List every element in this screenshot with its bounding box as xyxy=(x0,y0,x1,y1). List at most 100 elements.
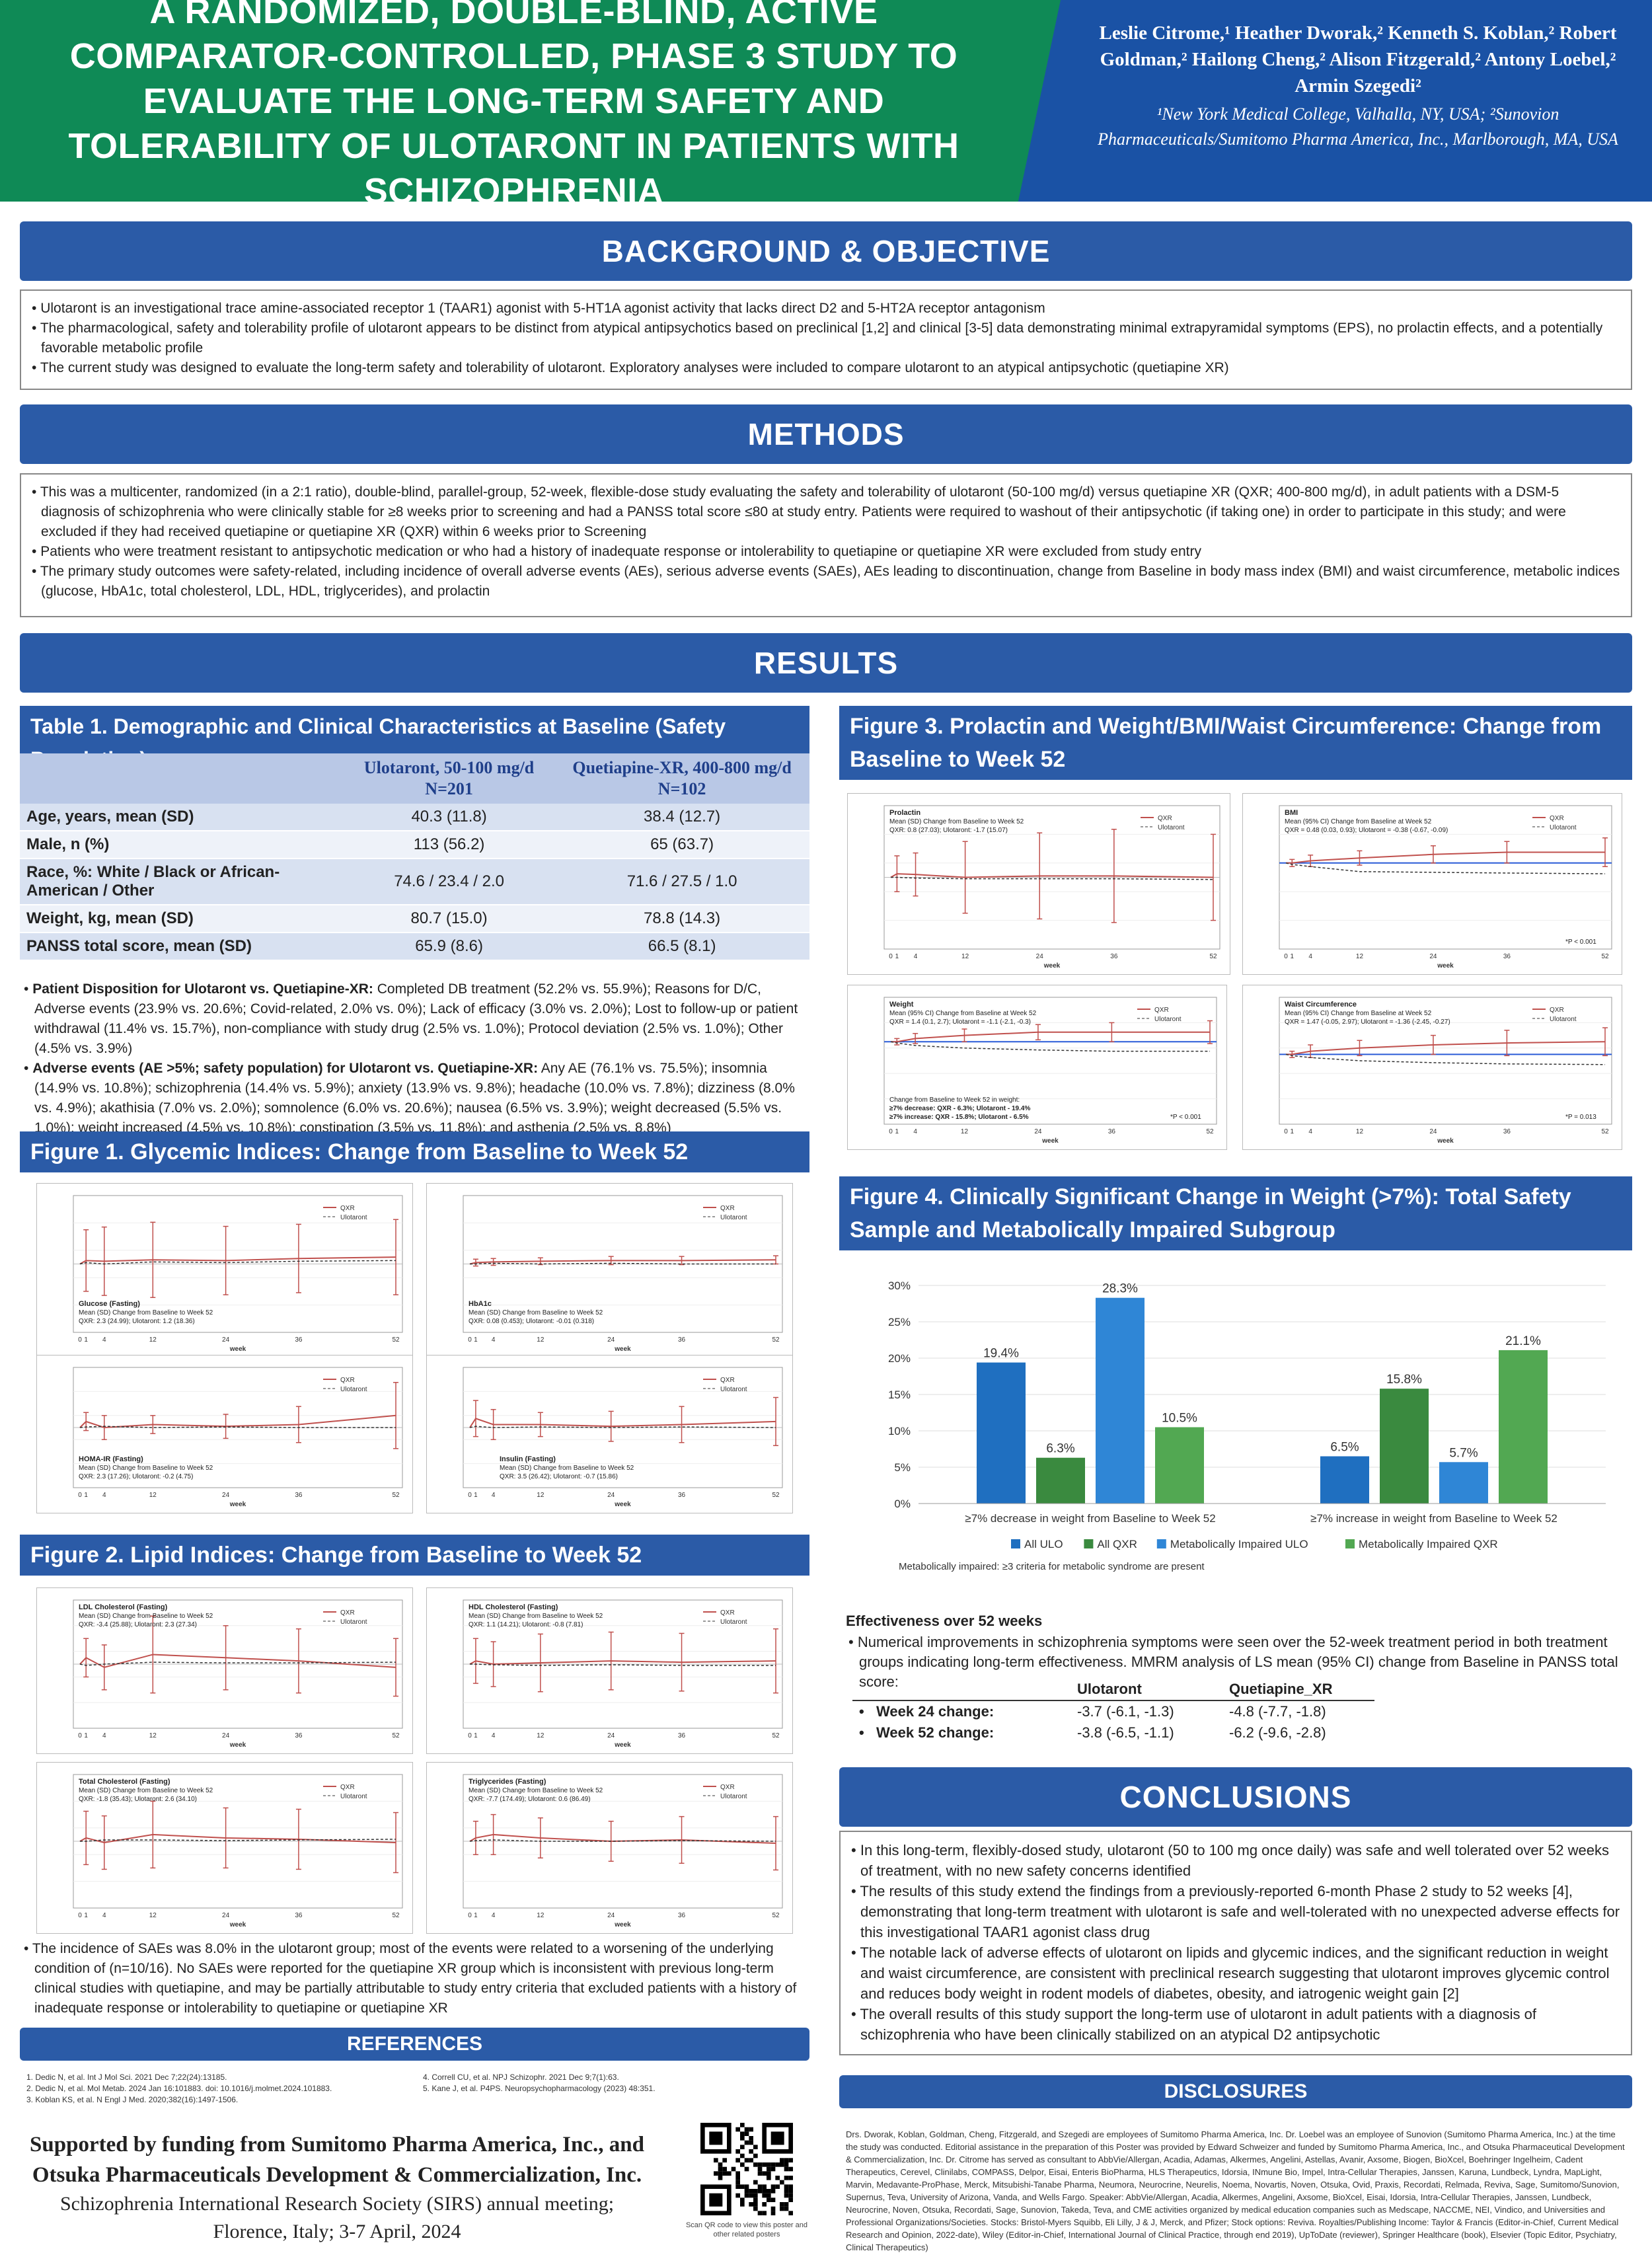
legend-label-ulotaront: Ulotaront xyxy=(340,1386,367,1393)
title-block: A RANDOMIZED, DOUBLE-BLIND, ACTIVE COMPA… xyxy=(0,0,1061,202)
conclusion-bullet: The overall results of this study suppor… xyxy=(851,2004,1620,2045)
qr-module xyxy=(757,2171,763,2176)
results-heading: RESULTS xyxy=(20,633,1632,693)
qr-module xyxy=(770,2206,776,2211)
y-tick-label: 20% xyxy=(888,1352,911,1365)
x-tick-label: 0 xyxy=(468,1732,472,1739)
x-tick-label: 36 xyxy=(1110,953,1118,960)
qr-module xyxy=(762,2171,767,2176)
methods-bullet: This was a multicenter, randomized (in a… xyxy=(32,482,1620,542)
qr-module xyxy=(784,2184,789,2189)
qr-module xyxy=(714,2171,718,2176)
legend-label-qxr: QXR xyxy=(1550,815,1564,822)
qr-module xyxy=(749,2202,753,2207)
bar-value-label: 19.4% xyxy=(983,1347,1019,1361)
qr-module xyxy=(740,2197,745,2202)
insulin-chart: 0 1 4 12 24 36 52 week QXR Ulotaront Insulin (Fast… xyxy=(426,1355,793,1513)
x-tick-label: 1 xyxy=(474,1732,478,1739)
row-label: Race, %: White / Black or African-Americ… xyxy=(20,859,344,905)
bar-value-label: 5.7% xyxy=(1449,1446,1478,1460)
y-tick-label: 15% xyxy=(888,1389,911,1401)
fig4-title: Figure 4. Clinically Significant Change … xyxy=(839,1176,1632,1250)
cell-value: 74.6 / 23.4 / 2.0 xyxy=(344,859,555,905)
x-tick-label: 36 xyxy=(678,1492,686,1499)
disposition-bullet: Patient Disposition for Ulotaront vs. Qu… xyxy=(24,979,807,1059)
qxr-line xyxy=(79,1256,396,1265)
waist-chart: 0 1 4 12 24 36 52 week QXR Ulotaront Waist Circumf… xyxy=(1242,985,1622,1150)
bar xyxy=(977,1362,1026,1504)
legend-label: Metabolically Impaired ULO xyxy=(1170,1538,1308,1550)
x-tick-label: 12 xyxy=(1356,953,1364,960)
qxr-line xyxy=(469,1259,776,1265)
legend-label: All QXR xyxy=(1097,1538,1137,1550)
x-tick-label: 24 xyxy=(222,1912,230,1919)
chart-title: Total Cholesterol (Fasting) xyxy=(79,1778,170,1786)
qr-module xyxy=(788,2184,793,2189)
x-tick-label: 4 xyxy=(492,1912,496,1919)
qr-module xyxy=(718,2171,723,2176)
legend-label-ulotaront: Ulotaront xyxy=(1550,824,1577,831)
references-left: 1. Dedic N, et al. Int J Mol Sci. 2021 D… xyxy=(26,2072,396,2106)
x-tick-label: 4 xyxy=(1308,1128,1312,1135)
bar xyxy=(1155,1427,1204,1504)
panss-header-empty xyxy=(852,1679,1070,1701)
x-tick-label: 36 xyxy=(295,1492,303,1499)
x-tick-label: 0 xyxy=(78,1492,82,1499)
qr-module xyxy=(749,2158,753,2162)
ulotaront-line xyxy=(891,876,1214,880)
x-tick-label: 12 xyxy=(149,1912,157,1919)
reference-item: 4. Correll CU, et al. NPJ Schizophr. 202… xyxy=(423,2073,619,2082)
legend-label-qxr: QXR xyxy=(1154,1007,1169,1014)
qr-module xyxy=(753,2162,758,2167)
chart-annotation: QXR: 3.5 (26.42); Ulotaront: -0.7 (15.86… xyxy=(500,1473,618,1480)
x-axis-label: week xyxy=(1041,1137,1059,1145)
legend-label-qxr: QXR xyxy=(340,1377,355,1384)
x-tick-label: 0 xyxy=(78,1336,82,1344)
x-axis-label: week xyxy=(229,1741,246,1749)
triglycerides-chart: 0 1 4 12 24 36 52 week QXR Ulotaront Triglycerides… xyxy=(426,1762,793,1934)
weight-change-bar-chart: 0% 5% 10% 15% 20% 25% 30% 19.4% 6.3% 28.3% 10.5% ≥7… xyxy=(859,1272,1619,1589)
x-tick-label: 24 xyxy=(1036,953,1044,960)
qr-module xyxy=(749,2193,753,2198)
qr-module xyxy=(757,2166,763,2172)
ulotaront-line xyxy=(470,1663,776,1666)
cell-value: 113 (56.2) xyxy=(344,831,555,859)
table-row: Race, %: White / Black or African-Americ… xyxy=(20,859,809,905)
qxr-line xyxy=(79,1414,396,1429)
chart-title: Prolactin xyxy=(889,809,920,817)
x-tick-label: 52 xyxy=(772,1732,780,1739)
x-tick-label: 24 xyxy=(607,1732,615,1739)
chart-annotation: QXR: 0.8 (27.03); Ulotaront: -1.7 (15.07… xyxy=(889,827,1008,834)
qr-module xyxy=(749,2140,753,2145)
bar-value-label: 6.5% xyxy=(1330,1441,1359,1455)
hdl-chart: 0 1 4 12 24 36 52 week QXR Ulotaront HDL Cholester… xyxy=(426,1587,793,1754)
tg-svg: 0 1 4 12 24 36 52 week QXR Ulotaront Triglycerides… xyxy=(463,1774,783,1928)
legend-label-ulotaront: Ulotaront xyxy=(340,1793,367,1800)
background-heading: BACKGROUND & OBJECTIVE xyxy=(20,221,1632,281)
qr-module xyxy=(718,2166,723,2172)
x-tick-label: 52 xyxy=(772,1912,780,1919)
x-tick-label: 0 xyxy=(1284,1128,1288,1135)
plot-frame xyxy=(1279,805,1612,950)
qr-module xyxy=(735,2176,740,2180)
ldl-svg: 0 1 4 12 24 36 52 week QXR Ulotaront LDL Cholester… xyxy=(73,1599,403,1749)
cell-value: 65.9 (8.6) xyxy=(344,933,555,961)
qr-module xyxy=(757,2189,763,2194)
conclusions-heading: CONCLUSIONS xyxy=(839,1767,1632,1827)
methods-box: This was a multicenter, randomized (in a… xyxy=(20,473,1632,617)
bar-value-label: 15.8% xyxy=(1386,1373,1422,1387)
qr-code-icon[interactable] xyxy=(700,2123,793,2215)
legend-label-qxr: QXR xyxy=(720,1784,735,1791)
x-tick-label: 52 xyxy=(392,1336,400,1344)
plot-frame xyxy=(883,997,1217,1125)
qr-module xyxy=(744,2193,749,2198)
row-label: • Week 52 change: xyxy=(859,1724,995,1741)
x-tick-label: 4 xyxy=(102,1492,106,1499)
chart-title: Insulin (Fasting) xyxy=(500,1455,556,1463)
table-row: • Week 24 change: -3.7 (-6.1, -1.3) -4.8… xyxy=(852,1700,1374,1722)
qr-module xyxy=(735,2149,740,2154)
x-tick-label: 0 xyxy=(78,1732,82,1739)
qr-module xyxy=(762,2189,767,2194)
